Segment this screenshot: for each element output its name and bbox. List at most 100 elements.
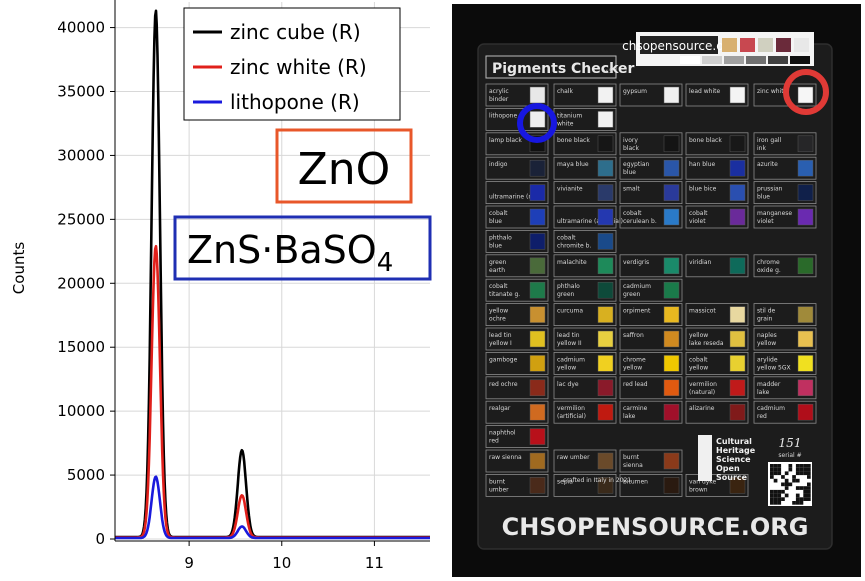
- pigment-swatch: [597, 159, 614, 177]
- pigment-cell: [685, 132, 749, 156]
- pigment-name: zinc white: [757, 88, 788, 95]
- pigment-swatch: [797, 184, 814, 201]
- pigment-swatch: [529, 208, 546, 226]
- pigment-name: bone black: [557, 137, 590, 144]
- qr-module: [807, 467, 811, 472]
- pigment-name: cobalt: [557, 234, 576, 241]
- pigment-cell: [485, 376, 549, 400]
- qr-module: [795, 497, 800, 501]
- pigment-swatch: [597, 257, 614, 275]
- grey-patch: [702, 56, 722, 64]
- pigment-cell: [619, 132, 683, 156]
- pigment-name: maya blue: [557, 161, 589, 168]
- qr-module: [773, 501, 778, 505]
- pigment-name: green: [489, 259, 507, 266]
- pigment-swatch: [663, 159, 680, 177]
- pigment-name: gypsum: [623, 88, 647, 95]
- pigment-name: smalt: [623, 186, 640, 193]
- pigment-cell: [485, 303, 549, 327]
- qr-module: [770, 489, 774, 494]
- pigment-name: cobalt: [623, 210, 642, 217]
- pigment-name-line2: red: [757, 413, 767, 420]
- y-tick-label: 35000: [57, 83, 105, 101]
- qr-module: [770, 467, 774, 472]
- pigment-swatch: [729, 306, 746, 323]
- pigment-name: blue bice: [689, 186, 717, 193]
- series-lines: [114, 9, 431, 540]
- pigment-swatch: [597, 330, 614, 348]
- x-tick-label: 10: [272, 554, 291, 572]
- pigment-cell: [553, 473, 617, 497]
- pigment-swatch: [797, 379, 814, 397]
- y-tick-label: 40000: [57, 19, 105, 37]
- pigment-swatch: [529, 233, 546, 250]
- pigment-name-line2: yellow I: [489, 340, 512, 347]
- qr-module: [777, 464, 782, 468]
- pigment-swatch: [529, 281, 546, 299]
- pigment-cell: [553, 254, 617, 278]
- pigment-swatch: [529, 379, 546, 397]
- pigment-swatch: [663, 208, 680, 226]
- pigment-cell: [619, 83, 683, 107]
- pigment-name-line2: yellow: [689, 364, 708, 371]
- qr-module: [770, 464, 774, 468]
- pigment-swatch: [797, 355, 814, 372]
- grey-patch: [680, 56, 700, 64]
- pigment-swatch: [729, 184, 746, 201]
- target-patch: [722, 38, 737, 52]
- pigment-name: van dyke: [689, 478, 717, 485]
- pigment-name-line2: sienna: [623, 462, 643, 469]
- pigment-swatch: [529, 159, 546, 177]
- y-tick-label: 0: [95, 530, 105, 548]
- qr-module: [777, 489, 782, 494]
- chsos-word: Science: [716, 455, 751, 464]
- pigment-name-line2: earth: [489, 267, 505, 274]
- pigment-name-line2: chromite b.: [557, 242, 591, 249]
- x-tick-label: 11: [365, 554, 384, 572]
- pigment-swatch: [597, 184, 614, 201]
- pigment-cell: [485, 205, 549, 229]
- qr-module: [799, 464, 804, 468]
- chsos-word: Source: [716, 473, 748, 482]
- qr-module: [799, 497, 804, 501]
- pigment-swatch: [663, 257, 680, 275]
- pigment-cell: [753, 327, 817, 351]
- pigment-name: lithopone: [489, 112, 517, 119]
- qr-module: [781, 497, 785, 501]
- qr-module: [784, 486, 789, 490]
- pigment-name: han blue: [689, 161, 715, 168]
- pigment-name-line2: yellow: [757, 340, 776, 347]
- qr-module: [781, 489, 785, 494]
- pigment-name-line2: umber: [489, 486, 509, 493]
- pigment-name: raw umber: [557, 454, 590, 461]
- pigment-name-line2: yellow: [623, 364, 642, 371]
- pigment-cell: [685, 83, 749, 107]
- pigment-name: saffron: [623, 332, 644, 339]
- pigment-cell: [485, 83, 549, 107]
- pigment-name: red ochre: [489, 381, 518, 388]
- qr-module: [795, 493, 800, 498]
- pigment-name: iron gall: [757, 137, 782, 144]
- series-line-3: [114, 475, 431, 540]
- pigment-cell: [485, 473, 549, 497]
- lithopone-annotation: ZnS·BaSO4: [173, 215, 432, 281]
- pigment-name: phthalo: [489, 234, 512, 241]
- qr-module: [807, 482, 811, 487]
- chsos-bar: [698, 435, 712, 481]
- pigment-cell: [619, 156, 683, 180]
- x-ticks: 9 10 11: [184, 541, 384, 572]
- pigment-swatch: [529, 355, 546, 372]
- pigment-name: lead tin: [557, 332, 580, 339]
- pigment-swatch: [729, 208, 746, 226]
- pigment-swatch: [729, 355, 746, 372]
- chsos-word: Open: [716, 464, 740, 473]
- pigment-cell: [685, 181, 749, 205]
- pigment-swatch: [797, 86, 814, 104]
- y-tick-label: 20000: [57, 274, 105, 292]
- pigment-swatch: [597, 403, 614, 421]
- pigment-name: verdigris: [623, 259, 649, 266]
- pigment-swatch: [529, 306, 546, 323]
- pigment-cell: [753, 303, 817, 327]
- pigment-name: alizarine: [689, 405, 715, 412]
